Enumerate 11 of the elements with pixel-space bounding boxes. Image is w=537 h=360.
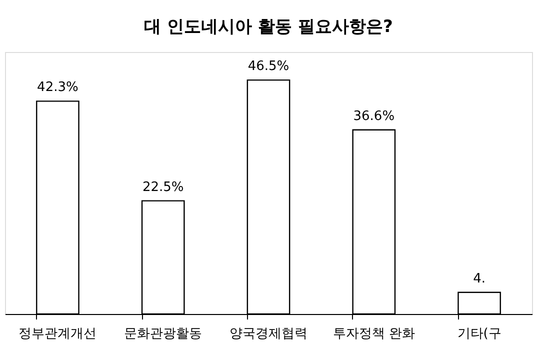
data-label: 42.3% <box>37 80 78 96</box>
x-tick-label: 양국경제협력 <box>230 326 308 342</box>
x-tick-label: 투자정책 완화 <box>332 326 415 342</box>
x-tick-label: 기타(구 <box>457 326 502 342</box>
data-label: 4. <box>473 271 486 286</box>
chart-title: 대 인도네시아 활동 필요사항은? <box>144 17 393 37</box>
x-tick-label: 정부관계개선 <box>18 326 97 342</box>
data-label: 46.5% <box>248 59 290 74</box>
data-label: 22.5% <box>142 180 184 195</box>
x-tick-label: 문화관광활동 <box>124 326 202 342</box>
data-label: 36.6% <box>353 108 395 124</box>
